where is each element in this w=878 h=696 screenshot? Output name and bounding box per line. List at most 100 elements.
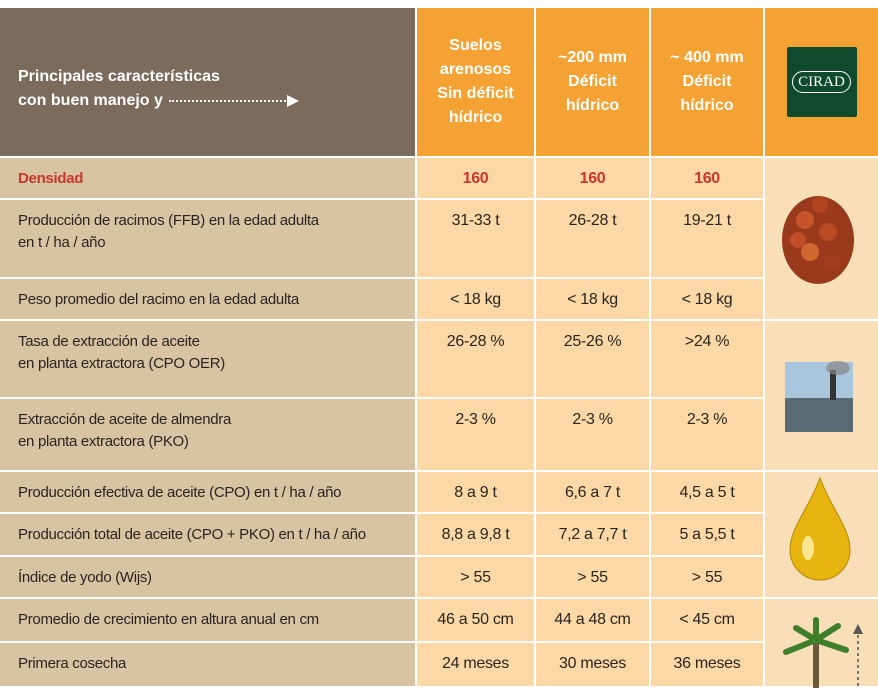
- column-header-line: Suelos: [417, 34, 534, 58]
- value-cell: 31-33 t: [417, 200, 536, 279]
- row-label: Promedio de crecimiento en altura anual …: [0, 599, 417, 643]
- value-cell: 2-3 %: [536, 399, 651, 472]
- value-cell: 26-28 t: [536, 200, 651, 279]
- column-header-line: hídrico: [651, 94, 763, 118]
- label-line: Producción efectiva de aceite (CPO) en t…: [18, 482, 415, 504]
- column-header-line: ~ 400 mm: [651, 46, 763, 70]
- value-text: >24 %: [651, 331, 763, 353]
- column-header-line: Sin déficit: [417, 82, 534, 106]
- image-cell: [765, 158, 878, 321]
- column-header-line: Déficit: [536, 70, 649, 94]
- label-line: Producción de racimos (FFB) en la edad a…: [18, 210, 415, 232]
- row-label: Índice de yodo (Wijs): [0, 557, 417, 599]
- value-cell: > 55: [536, 557, 651, 599]
- value-text: 2-3 %: [417, 409, 534, 431]
- value-cell: 160: [651, 158, 765, 200]
- value-cell: 160: [536, 158, 651, 200]
- value-text: 25-26 %: [536, 331, 649, 353]
- value-cell: < 18 kg: [536, 279, 651, 321]
- cirad-logo: CIRAD: [787, 47, 857, 117]
- value-text: 36 meses: [651, 653, 763, 675]
- value-cell: 24 meses: [417, 643, 536, 688]
- value-cell: >24 %: [651, 321, 765, 399]
- column-header-line: ~200 mm: [536, 46, 649, 70]
- value-text: 19-21 t: [651, 210, 763, 232]
- page: Principales característicascon buen mane…: [0, 0, 878, 696]
- header-title-line: con buen manejo y: [18, 89, 415, 113]
- value-text: 44 a 48 cm: [536, 609, 649, 631]
- value-cell: 160: [417, 158, 536, 200]
- header-title-line: Principales características: [18, 65, 415, 89]
- image-cell: [765, 472, 878, 599]
- value-cell: 19-21 t: [651, 200, 765, 279]
- value-text: 160: [417, 168, 534, 190]
- label-line: Índice de yodo (Wijs): [18, 567, 415, 589]
- logo-text: CIRAD: [792, 71, 851, 93]
- label-line: Peso promedio del racimo en la edad adul…: [18, 289, 415, 311]
- value-cell: < 18 kg: [651, 279, 765, 321]
- value-cell: < 45 cm: [651, 599, 765, 643]
- row-label: Producción total de aceite (CPO + PKO) e…: [0, 514, 417, 557]
- value-cell: 36 meses: [651, 643, 765, 688]
- value-text: 8,8 a 9,8 t: [417, 524, 534, 546]
- label-line: en planta extractora (PKO): [18, 431, 415, 453]
- value-text: 160: [536, 168, 649, 190]
- row-label: Densidad: [0, 158, 417, 200]
- value-cell: 44 a 48 cm: [536, 599, 651, 643]
- image-cell: [765, 321, 878, 472]
- value-cell: 4,5 a 5 t: [651, 472, 765, 514]
- image-cell: [765, 599, 878, 688]
- value-cell: 7,2 a 7,7 t: [536, 514, 651, 557]
- value-text: 5 a 5,5 t: [651, 524, 763, 546]
- value-cell: 8,8 a 9,8 t: [417, 514, 536, 557]
- value-text: 26-28 t: [536, 210, 649, 232]
- value-text: > 55: [536, 567, 649, 589]
- label-line: en t / ha / año: [18, 232, 415, 254]
- value-text: 31-33 t: [417, 210, 534, 232]
- value-text: 4,5 a 5 t: [651, 482, 763, 504]
- row-label: Producción de racimos (FFB) en la edad a…: [0, 200, 417, 279]
- value-cell: < 18 kg: [417, 279, 536, 321]
- value-text: 30 meses: [536, 653, 649, 675]
- label-line: Extracción de aceite de almendra: [18, 409, 415, 431]
- value-cell: 2-3 %: [651, 399, 765, 472]
- value-cell: 26-28 %: [417, 321, 536, 399]
- label-line: Promedio de crecimiento en altura anual …: [18, 609, 415, 631]
- label-line: Densidad: [18, 168, 415, 190]
- value-text: 24 meses: [417, 653, 534, 675]
- value-text: 6,6 a 7 t: [536, 482, 649, 504]
- value-cell: 8 a 9 t: [417, 472, 536, 514]
- value-cell: 46 a 50 cm: [417, 599, 536, 643]
- value-text: < 18 kg: [417, 289, 534, 311]
- value-text: < 45 cm: [651, 609, 763, 631]
- value-text: < 18 kg: [536, 289, 649, 311]
- row-label: Primera cosecha: [0, 643, 417, 688]
- value-text: > 55: [651, 567, 763, 589]
- column-header-line: Déficit: [651, 70, 763, 94]
- value-cell: 2-3 %: [417, 399, 536, 472]
- value-text: < 18 kg: [651, 289, 763, 311]
- value-text: 2-3 %: [536, 409, 649, 431]
- column-header-line: arenosos: [417, 58, 534, 82]
- value-text: 7,2 a 7,7 t: [536, 524, 649, 546]
- value-cell: 6,6 a 7 t: [536, 472, 651, 514]
- label-line: Primera cosecha: [18, 653, 415, 675]
- logo-cell: CIRAD: [765, 8, 878, 158]
- label-line: Producción total de aceite (CPO + PKO) e…: [18, 524, 415, 546]
- value-cell: > 55: [417, 557, 536, 599]
- row-label: Producción efectiva de aceite (CPO) en t…: [0, 472, 417, 514]
- value-text: > 55: [417, 567, 534, 589]
- value-text: 46 a 50 cm: [417, 609, 534, 631]
- value-text: 2-3 %: [651, 409, 763, 431]
- label-line: en planta extractora (CPO OER): [18, 353, 415, 375]
- value-cell: 30 meses: [536, 643, 651, 688]
- row-label: Peso promedio del racimo en la edad adul…: [0, 279, 417, 321]
- dotted-arrow: [169, 100, 289, 102]
- value-text: 8 a 9 t: [417, 482, 534, 504]
- column-header-line: hídrico: [536, 94, 649, 118]
- value-text: 26-28 %: [417, 331, 534, 353]
